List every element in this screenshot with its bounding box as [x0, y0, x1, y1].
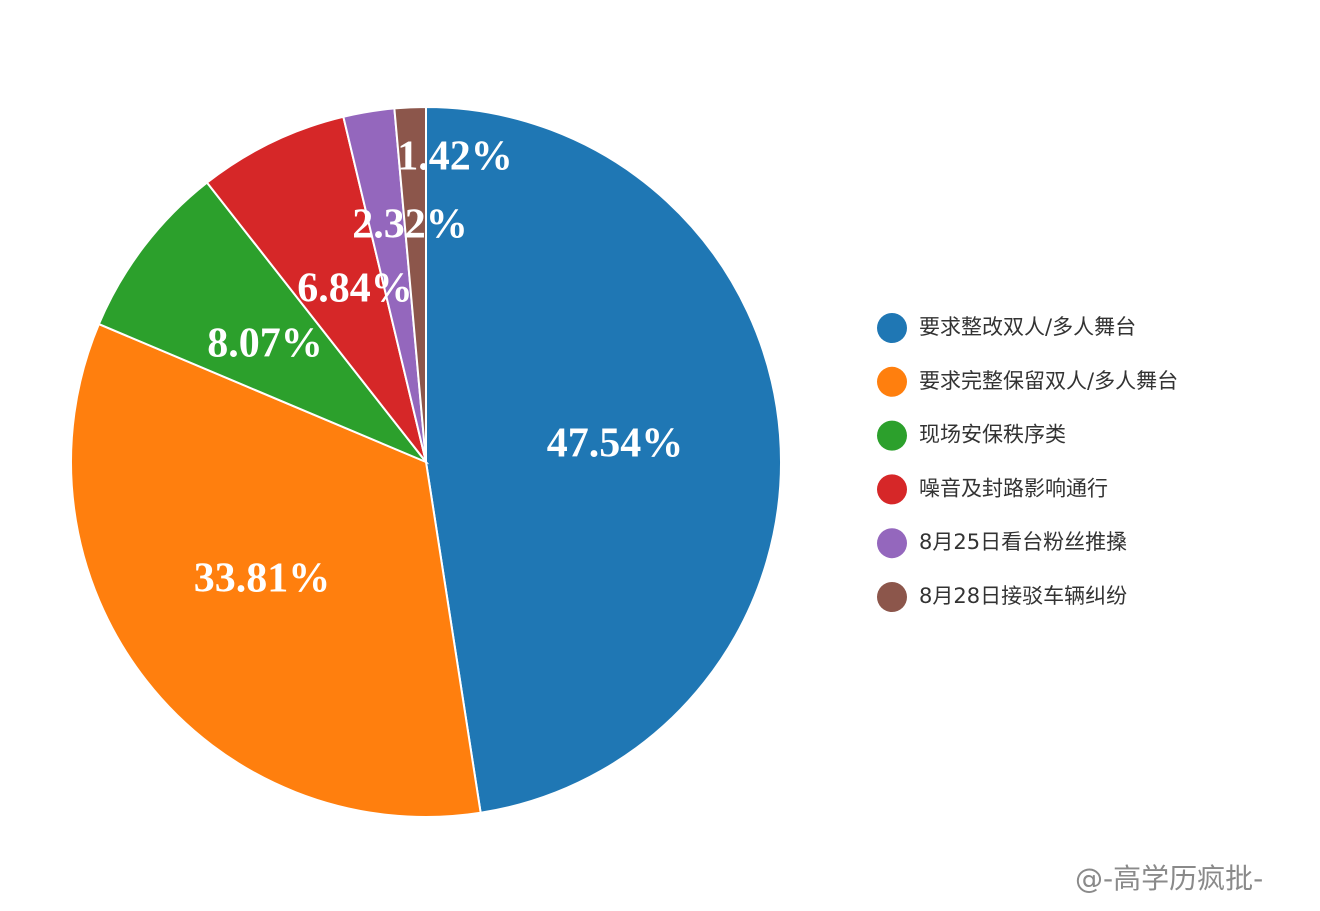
- legend-marker: [877, 528, 907, 559]
- legend-marker: [877, 366, 907, 397]
- data-label: 2.32%: [352, 202, 468, 248]
- data-label: 1.42%: [397, 134, 513, 180]
- data-labels: 47.54% 33.81% 8.07% 6.84% 2.32% 1.42%: [194, 134, 684, 602]
- data-label: 47.54%: [547, 421, 684, 467]
- pie-slice: [393, 105, 427, 463]
- legend-label: 8月25日看台粉丝推搡: [919, 530, 1127, 554]
- legend-label: 要求整改双人/多人舞台: [919, 315, 1136, 339]
- legend-label: 现场安保秩序类: [919, 423, 1066, 447]
- legend-marker: [877, 420, 907, 451]
- legend-label: 要求完整保留双人/多人舞台: [919, 369, 1178, 393]
- data-label: 8.07%: [207, 321, 323, 367]
- legend-label: 噪音及封路影响通行: [919, 476, 1108, 500]
- data-label: 6.84%: [297, 266, 413, 312]
- data-label: 33.81%: [194, 556, 331, 602]
- pie-slice: [70, 322, 482, 818]
- pie-slice: [205, 115, 427, 463]
- legend-marker: [877, 474, 907, 505]
- pie-slice: [425, 105, 782, 814]
- legend-marker: [877, 582, 907, 612]
- legend-label: 8月28日接驳车辆纠纷: [919, 584, 1127, 608]
- watermark: @-高学历疯批-: [1075, 862, 1263, 895]
- pie: [70, 105, 782, 818]
- legend: 要求整改双人/多人舞台要求完整保留双人/多人舞台现场安保秩序类噪音及封路影响通行…: [877, 313, 1178, 612]
- legend-marker: [877, 313, 907, 343]
- pie-slice: [97, 181, 430, 465]
